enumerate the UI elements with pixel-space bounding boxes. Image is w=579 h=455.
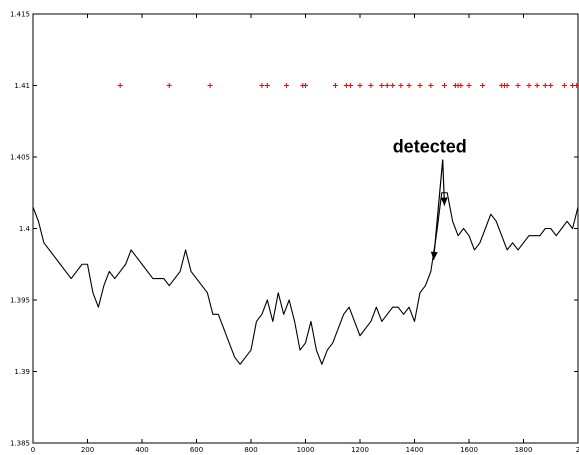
detection-marker <box>504 83 510 88</box>
y-tick-label: 1.405 <box>10 154 30 162</box>
y-tick-label: 1.385 <box>10 440 30 448</box>
detection-marker <box>466 83 472 88</box>
detection-marker <box>574 83 579 88</box>
detection-marker <box>303 83 308 88</box>
detection-marker <box>561 83 567 88</box>
x-tick-label: 1200 <box>351 446 369 454</box>
x-tick-label: 1400 <box>406 446 424 454</box>
detection-marker <box>480 83 486 88</box>
series-line <box>32 192 579 365</box>
detection-marker <box>458 83 464 88</box>
annotation-arrowhead <box>440 197 448 206</box>
detection-marker <box>379 83 385 88</box>
detection-marker <box>357 83 363 88</box>
annotation-arrowhead <box>430 251 438 260</box>
x-tick-label: 800 <box>244 446 257 454</box>
detection-marker <box>384 83 390 88</box>
axes: 0 200 400 600 800 1000 1200 1400 1600 1800 2 1.385 1… <box>10 11 579 455</box>
detection-marker <box>368 83 374 88</box>
annotation-label: detected <box>393 137 467 157</box>
x-tick-label: 400 <box>135 446 148 454</box>
y-tick-label: 1.41 <box>14 82 30 90</box>
detection-marker <box>406 83 412 88</box>
annotation-layer: detected <box>393 137 467 261</box>
y-tick-label: 1.39 <box>14 368 30 376</box>
detection-marker <box>515 83 521 88</box>
x-tick-label: 0 <box>31 446 35 454</box>
annotation-arrow <box>432 159 444 261</box>
y-tick-label: 1.4 <box>19 225 31 233</box>
detection-marker <box>207 83 213 88</box>
detection-marker <box>441 83 447 88</box>
detection-marker <box>283 83 289 88</box>
detection-marker <box>166 83 172 88</box>
detection-marker <box>548 83 554 88</box>
detection-markers <box>117 83 579 88</box>
detection-marker <box>526 83 532 88</box>
series-layer <box>32 83 579 365</box>
detection-marker <box>534 83 540 88</box>
x-tick-label: 2 <box>576 446 579 454</box>
x-tick-label: 1600 <box>460 446 478 454</box>
x-tick-label: 600 <box>190 446 203 454</box>
detection-marker <box>259 83 265 88</box>
detection-marker <box>332 83 338 88</box>
detection-marker <box>417 83 423 88</box>
y-tick-label: 1.415 <box>10 11 30 19</box>
detection-marker <box>398 83 404 88</box>
x-tick-label: 200 <box>81 446 94 454</box>
detection-marker <box>264 83 270 88</box>
x-tick-label: 1800 <box>515 446 533 454</box>
x-tick-label: 1000 <box>297 446 315 454</box>
detection-marker <box>542 83 548 88</box>
detection-marker <box>117 83 123 88</box>
detection-marker <box>347 83 353 88</box>
y-tick-label: 1.395 <box>10 297 30 305</box>
detection-marker <box>390 83 396 88</box>
detection-marker <box>428 83 434 88</box>
